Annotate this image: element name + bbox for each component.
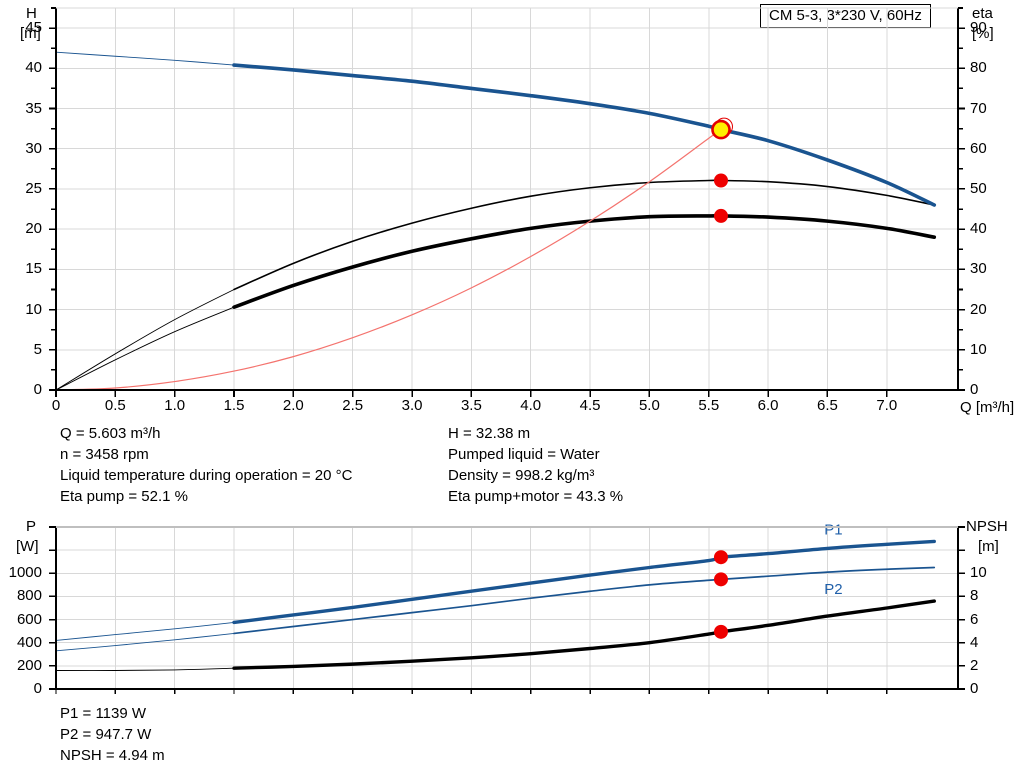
top-x-tick-label: 7.0 — [876, 397, 898, 414]
info-npsh: NPSH = 4.94 m — [60, 747, 165, 764]
bottom-y2-tick-label: 2 — [970, 656, 979, 674]
bottom-y2-tick-label: 4 — [970, 633, 979, 651]
top-y-axis-title-line1: H — [26, 5, 37, 22]
info-p1: P1 = 1139 W — [60, 705, 147, 722]
info-pumped-liquid: Pumped liquid = Water — [448, 446, 600, 463]
bottom-y-axis-title-line1: P — [26, 518, 37, 535]
top-y-tick-label: 20 — [25, 220, 42, 238]
top-y2-tick-label: 0 — [970, 381, 979, 398]
top-x-tick-label: 5.5 — [698, 397, 720, 414]
top-y-tick-label: 25 — [25, 179, 42, 197]
info-eta-pump-motor: Eta pump+motor = 43.3 % — [448, 488, 624, 505]
top-x-tick-label: 0.5 — [104, 397, 126, 414]
bottom-y2-tick-label: 0 — [970, 680, 979, 697]
top-y-tick-label: 15 — [25, 260, 42, 278]
info-eta-pump: Eta pump = 52.1 % — [60, 488, 188, 505]
top-y-tick-label: 35 — [25, 99, 42, 117]
top-x-tick-label: 5.0 — [638, 397, 660, 414]
bottom-y2-axis-title-line2: [m] — [978, 538, 999, 555]
bottom-y2-tick-label: 6 — [970, 610, 979, 628]
bottom-y-axis-title-line2: [W] — [16, 538, 39, 555]
top-y-axis-title-line2: [m] — [20, 25, 41, 42]
top-y-tick-label: 10 — [25, 300, 42, 318]
top-x-tick-label: 1.0 — [164, 397, 186, 414]
bottom-y-tick-label: 400 — [16, 633, 42, 651]
top-y2-tick-label: 70 — [970, 99, 987, 117]
top-x-tick-label: 6.5 — [817, 397, 838, 414]
top-y-tick-label: 40 — [25, 59, 42, 77]
duty-point-marker — [713, 624, 728, 639]
top-x-tick-label: 4.5 — [579, 397, 601, 414]
bottom-y-tick-label: 800 — [16, 587, 42, 605]
top-x-tick-label: 3.0 — [401, 397, 423, 414]
bottom-y-tick-label: 200 — [16, 656, 42, 674]
head-efficiency-chart — [49, 7, 965, 397]
top-y-tick-label: 5 — [33, 340, 42, 358]
duty-point-marker — [713, 550, 728, 565]
top-x-tick-label: 2.5 — [342, 397, 364, 414]
top-y-tick-label: 0 — [33, 381, 42, 398]
top-y2-tick-label: 20 — [970, 300, 987, 318]
bottom-y-tick-label: 1000 — [8, 564, 42, 582]
top-y2-tick-label: 50 — [970, 179, 987, 197]
pump-model-label: CM 5-3, 3*230 V, 60Hz — [769, 7, 922, 24]
info-p2: P2 = 947.7 W — [60, 726, 152, 743]
top-y2-tick-label: 40 — [970, 220, 987, 238]
top-y2-tick-label: 30 — [970, 260, 987, 278]
top-x-tick-label: 0 — [51, 397, 61, 414]
top-x-tick-label: 4.0 — [520, 397, 542, 414]
bottom-y-tick-label: 0 — [33, 680, 42, 697]
info-n: n = 3458 rpm — [60, 446, 149, 463]
bottom-y2-tick-label: 10 — [970, 564, 987, 582]
top-x-tick-label: 3.5 — [460, 397, 482, 414]
top-x-tick-label: 6.0 — [757, 397, 779, 414]
top-y2-tick-label: 10 — [970, 340, 987, 358]
info-h: H = 32.38 m — [448, 425, 531, 442]
power-npsh-chart: P1 P2 — [49, 521, 965, 694]
bottom-y2-axis-title-line1: NPSH — [966, 518, 1008, 535]
top-x-tick-label: 2.0 — [282, 397, 304, 414]
top-y-tick-label: 45 — [25, 19, 42, 37]
bottom-y-tick-label: 600 — [16, 610, 42, 628]
top-y2-axis-title-line2: [%] — [972, 25, 994, 42]
info-q: Q = 5.603 m³/h — [60, 425, 161, 442]
series-label-p1: P1 — [824, 521, 842, 538]
info-density: Density = 998.2 kg/m³ — [448, 467, 595, 484]
bottom-y2-tick-label: 8 — [970, 587, 979, 605]
info-liquid-temperature: Liquid temperature during operation = 20… — [60, 467, 353, 484]
top-y2-tick-label: 80 — [970, 59, 987, 77]
series-label-p2: P2 — [824, 581, 842, 598]
top-x-axis-title: Q [m³/h] — [960, 399, 1015, 416]
top-y2-axis-title-line1: eta — [972, 5, 993, 22]
top-x-tick-label: 1.5 — [223, 397, 245, 414]
top-y-tick-label: 30 — [25, 139, 42, 157]
top-y2-tick-label: 90 — [970, 19, 987, 37]
duty-point-marker — [713, 572, 728, 587]
top-y2-tick-label: 60 — [970, 139, 987, 157]
